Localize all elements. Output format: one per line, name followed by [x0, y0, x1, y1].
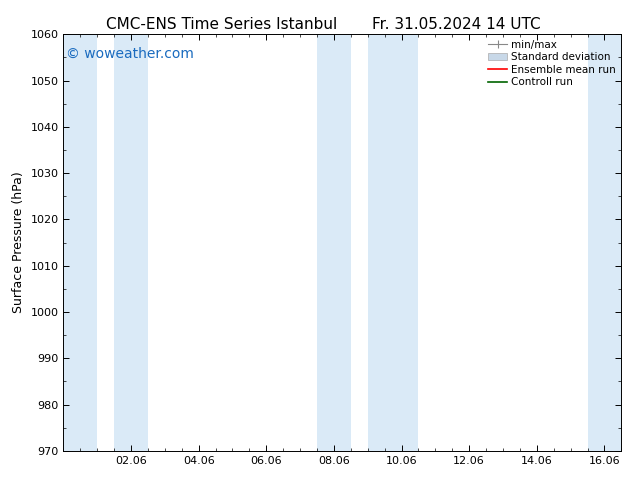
Bar	[317, 34, 351, 451]
Bar	[114, 34, 148, 451]
Text: CMC-ENS Time Series Istanbul: CMC-ENS Time Series Istanbul	[107, 17, 337, 32]
Text: © woweather.com: © woweather.com	[66, 47, 194, 61]
Text: Fr. 31.05.2024 14 UTC: Fr. 31.05.2024 14 UTC	[372, 17, 541, 32]
Legend: min/max, Standard deviation, Ensemble mean run, Controll run: min/max, Standard deviation, Ensemble me…	[485, 36, 619, 91]
Y-axis label: Surface Pressure (hPa): Surface Pressure (hPa)	[12, 172, 25, 314]
Bar	[588, 34, 621, 451]
Bar	[63, 34, 97, 451]
Bar	[368, 34, 418, 451]
